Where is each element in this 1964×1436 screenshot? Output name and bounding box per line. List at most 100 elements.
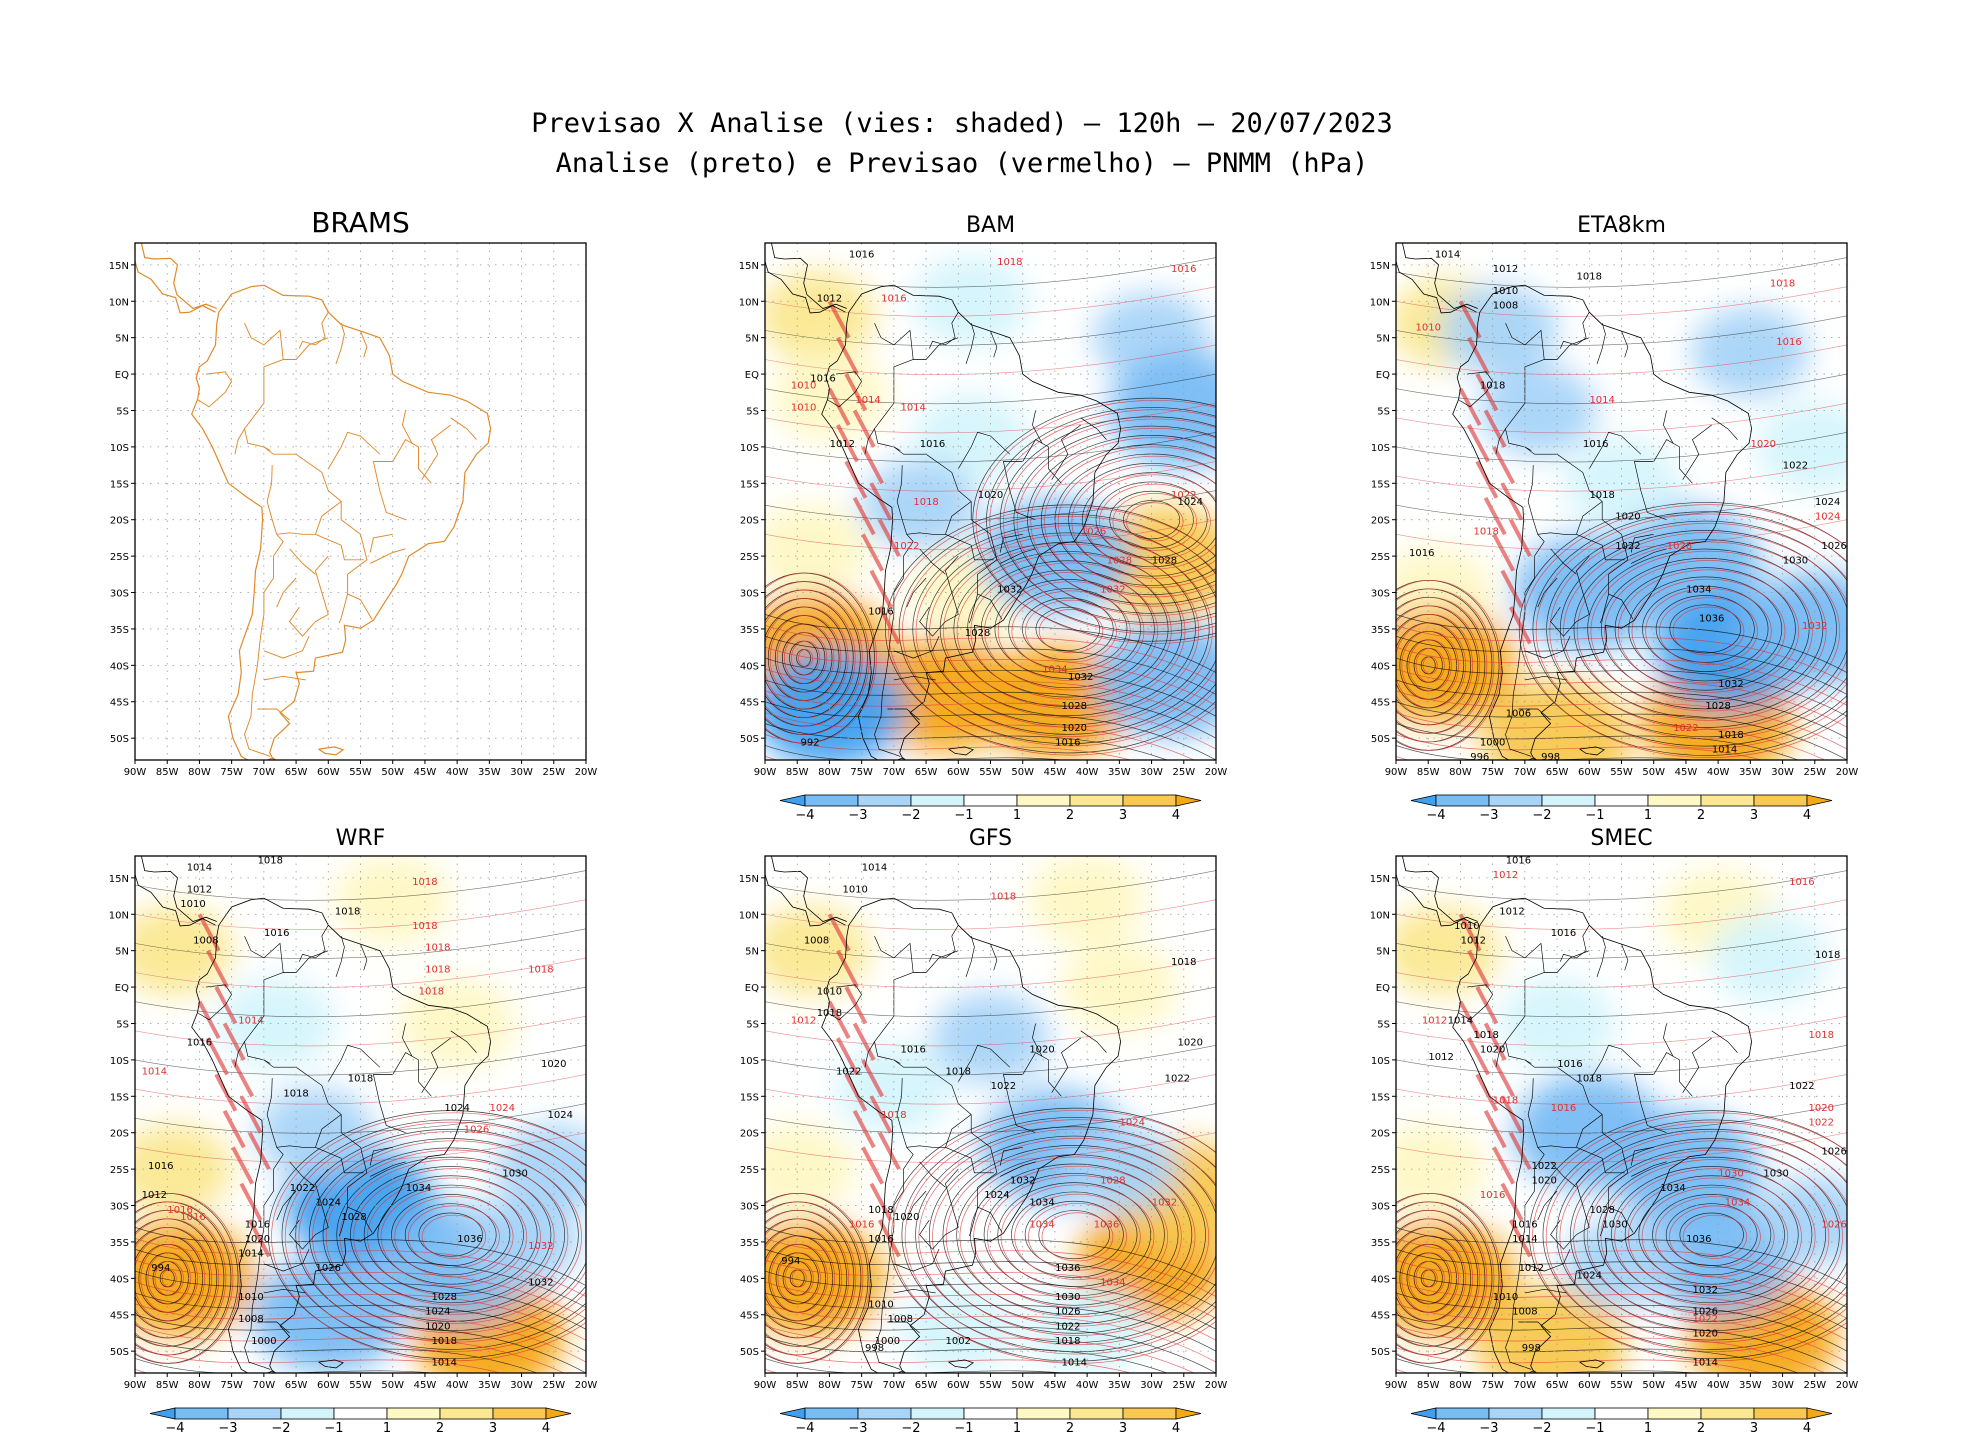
country-border — [1596, 323, 1606, 365]
country-border — [906, 532, 946, 535]
andes-contours — [852, 1022, 876, 1061]
x-tick-label: 50W — [1642, 767, 1665, 778]
isobar-band — [765, 1358, 1067, 1373]
isobar-band — [1396, 1045, 1847, 1076]
x-tick-label: 65W — [285, 767, 308, 778]
country-border — [945, 1114, 972, 1148]
forecast-isobar-label: 1018 — [528, 965, 553, 976]
analysis-isobar-label: 1014 — [862, 863, 887, 874]
x-tick-label: 70W — [253, 767, 276, 778]
forecast-isobar-label: 1014 — [855, 395, 880, 406]
country-border — [1524, 1059, 1532, 1064]
colorbar: −4 −3 −2 −1 1 2 3 4 — [1410, 1407, 1833, 1436]
andes-contours — [1500, 482, 1524, 521]
isobar-band — [765, 1336, 1168, 1373]
colorbar-segment — [1435, 794, 1490, 807]
analysis-isobar-label: 1012 — [187, 884, 212, 895]
colorbar-segment — [1541, 794, 1596, 807]
isobar-band — [765, 957, 1216, 988]
colorbar-tick-label: −2 — [1532, 1421, 1551, 1436]
country-border — [421, 424, 451, 480]
y-tick-label: 45S — [110, 698, 129, 709]
bias-cell — [218, 978, 336, 1069]
y-tick-label: 30S — [110, 1202, 129, 1213]
contour-labels: 1014101210101008101810181016101610181024… — [142, 856, 573, 1373]
bias-cell — [860, 460, 979, 551]
country-border — [874, 935, 914, 973]
colorbar-segment — [439, 1407, 494, 1420]
x-tick-label: 85W — [1417, 767, 1440, 778]
analysis-isobar-label: 1020 — [245, 1234, 270, 1245]
x-tick-label: 30W — [1771, 1380, 1794, 1391]
analysis-isobar-label: 1010 — [817, 986, 842, 997]
forecast-isobar-label: 1014 — [900, 402, 925, 413]
andes-contours — [1492, 1058, 1516, 1098]
x-tick-label: 85W — [786, 767, 809, 778]
forecast-isobar-label: 1020 — [1809, 1103, 1834, 1114]
x-tick-label: 55W — [979, 767, 1002, 778]
isobar-band — [1396, 1074, 1847, 1105]
coastline-map — [1396, 243, 1753, 760]
y-tick-label: 5S — [746, 1019, 759, 1030]
forecast-isobar-label: 1026 — [464, 1125, 489, 1136]
analysis-isobar-label: 1028 — [1062, 701, 1087, 712]
isobar-low — [765, 1226, 843, 1330]
y-tick-label: 10N — [739, 297, 759, 308]
x-tick-label: 65W — [1546, 1380, 1569, 1391]
forecast-isobar-label: 1014 — [1589, 395, 1614, 406]
isobar-low — [777, 1252, 821, 1305]
colorbar-segment — [1700, 794, 1755, 807]
isobar-high — [1038, 609, 1104, 654]
isobar-band — [1396, 712, 1826, 760]
analysis-isobar-label: 1028 — [965, 628, 990, 639]
colorbar-tick-label: −1 — [954, 808, 973, 823]
isobar-band — [765, 373, 1216, 405]
analysis-isobar-label: 1016 — [868, 606, 893, 617]
isobar-band — [1396, 344, 1847, 375]
analysis-isobar-label: 1018 — [1171, 957, 1196, 968]
country-border — [1663, 410, 1674, 444]
analysis-isobar-label: 1026 — [1821, 541, 1846, 552]
country-border — [1495, 1041, 1506, 1068]
country-border — [1550, 555, 1590, 637]
country-border — [401, 410, 413, 444]
isobar-band — [135, 1074, 586, 1105]
coastline — [1452, 284, 1753, 760]
panel-title: GFS — [969, 826, 1012, 851]
andes-contours — [1475, 460, 1499, 499]
analysis-isobar-label: 1018 — [1815, 950, 1840, 961]
isobar-high — [1556, 1128, 1847, 1341]
analysis-isobar-label: 1014 — [187, 863, 212, 874]
isobar-high — [898, 513, 1216, 744]
x-tick-label: 45W — [1675, 767, 1698, 778]
isobar-band — [765, 657, 1216, 717]
y-tick-label: 5N — [1376, 947, 1390, 958]
y-tick-label: 25S — [740, 1165, 759, 1176]
country-border — [263, 1249, 310, 1272]
colorbar-max-arrow — [1806, 1407, 1833, 1420]
y-tick-label: 25S — [740, 552, 759, 563]
country-border — [328, 1044, 381, 1082]
analysis-isobar-label: 1012 — [817, 293, 842, 304]
isobar-band — [765, 1248, 1216, 1308]
country-border — [965, 936, 975, 978]
country-border — [1621, 943, 1629, 971]
graticule — [1396, 243, 1847, 760]
x-tick-label: 40W — [446, 767, 469, 778]
colorbar-tick-label: 3 — [1750, 1421, 1758, 1436]
country-border — [315, 1114, 342, 1148]
analysis-isobar-label: 1034 — [406, 1183, 431, 1194]
colorbar-segment — [280, 1407, 335, 1420]
x-tick-label: 85W — [156, 767, 179, 778]
analysis-isobar-label: 1020 — [1615, 512, 1640, 523]
y-tick-label: 20S — [110, 1129, 129, 1140]
colorbar-segment — [1753, 794, 1808, 807]
isobar-band — [135, 1314, 586, 1373]
coastline — [821, 284, 1122, 760]
isobar-low — [1396, 622, 1466, 709]
country-border — [1630, 533, 1654, 553]
analysis-isobar-label: 1018 — [1577, 1074, 1602, 1085]
graticule — [765, 856, 1216, 1373]
isobar-band — [1396, 286, 1847, 317]
isobar-high — [391, 1194, 511, 1276]
